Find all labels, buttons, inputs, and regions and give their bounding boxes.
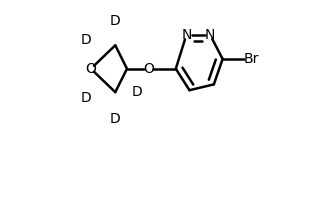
Text: N: N [205,28,215,42]
Text: N: N [181,28,192,42]
Text: D: D [131,85,142,99]
Text: D: D [110,112,121,127]
Text: D: D [80,33,92,48]
Text: D: D [80,91,92,105]
Text: O: O [86,62,96,76]
Text: O: O [143,62,154,76]
Text: D: D [110,14,121,28]
Text: Br: Br [243,52,259,66]
